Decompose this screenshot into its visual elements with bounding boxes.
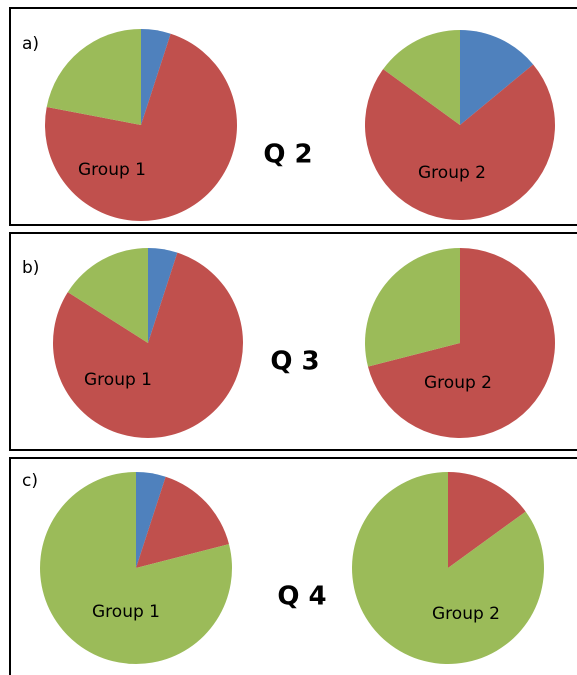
pie-slice <box>364 64 555 220</box>
pie-slice <box>44 33 237 221</box>
pie-slice <box>136 476 229 568</box>
pie-slice <box>367 248 556 438</box>
panel-title: Q 2 <box>263 140 312 170</box>
pie-slice <box>46 29 141 125</box>
pie-slice <box>39 472 232 665</box>
pie-label: Group 2 <box>418 163 486 183</box>
panel-label: b) <box>22 258 39 278</box>
pie-label: Group 2 <box>432 604 500 624</box>
pie-slice <box>448 472 526 568</box>
panel-frame <box>9 457 577 675</box>
panel-title: Q 4 <box>277 582 326 612</box>
pie-slice <box>383 30 460 125</box>
pie-label: Group 2 <box>424 373 492 393</box>
pie-slice <box>136 472 166 568</box>
pie-slice <box>148 248 178 343</box>
pie-slice <box>460 30 534 125</box>
pie-label: Group 1 <box>92 602 160 622</box>
panel-frame <box>9 232 577 451</box>
panel-frame <box>9 7 577 226</box>
pie-slice <box>141 29 171 125</box>
pie-slice <box>67 248 148 343</box>
panel-title: Q 3 <box>270 347 319 377</box>
pie-label: Group 1 <box>84 370 152 390</box>
pie-slice <box>53 252 244 439</box>
pie-slice <box>352 472 545 665</box>
pie-slice <box>364 248 460 367</box>
panel-label: a) <box>22 34 39 54</box>
pie-label: Group 1 <box>78 160 146 180</box>
panel-label: c) <box>22 471 38 491</box>
